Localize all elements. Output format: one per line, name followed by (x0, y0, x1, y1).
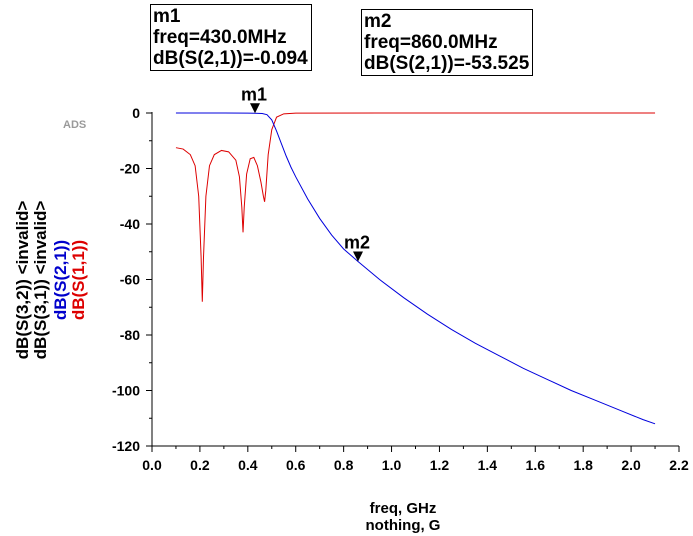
y-tick-label: -80 (120, 327, 140, 343)
y-axis-labels: dB(S(3,2)) <invalid> dB(S(3,1)) <invalid>… (13, 201, 88, 360)
y-tick-label: -40 (120, 216, 140, 232)
marker-m2-readout: m2 freq=860.0MHz dB(S(2,1))=-53.525 (361, 9, 534, 76)
y-axis-label: dB(S(2,1)) (51, 240, 70, 320)
x-tick-label: 0.6 (286, 457, 306, 473)
x-tick-label: 2.0 (621, 457, 641, 473)
x-tick-label: 0.2 (190, 457, 210, 473)
plot-markers: m1 m2 (241, 84, 370, 262)
x-axis-label-secondary: nothing, G (366, 517, 441, 534)
x-tick-label: 1.8 (573, 457, 593, 473)
series-line-db-s-1-1 (175, 112, 656, 302)
marker-m2-name: m2 (364, 11, 392, 32)
y-tick-label: -120 (112, 438, 140, 454)
x-tick-label: 0.8 (334, 457, 354, 473)
plot-series (175, 112, 656, 425)
marker-m1-label: m1 (241, 84, 267, 104)
y-tick-label: -60 (120, 272, 140, 288)
plot-axes (151, 112, 679, 447)
x-tick-label: 0.4 (238, 457, 258, 473)
y-tick-label: -20 (120, 161, 140, 177)
marker-m2-label: m2 (344, 233, 370, 253)
x-tick-label: 1.0 (382, 457, 402, 473)
marker-m1-triangle[interactable] (250, 103, 261, 114)
y-tick-label: 0 (132, 105, 140, 121)
marker-m2-value: dB(S(2,1))=-53.525 (364, 53, 530, 74)
x-tick-label: 1.6 (526, 457, 546, 473)
x-tick-label: 2.2 (669, 457, 689, 473)
ads-watermark: ADS (63, 119, 86, 131)
marker-m2-freq: freq=860.0MHz (364, 32, 498, 53)
series-line-db-s-2-1 (175, 112, 656, 425)
marker-m1-name: m1 (153, 6, 181, 27)
y-axis-ticks: 0 -20 -40 -60 -80 -100 -120 (112, 105, 152, 454)
x-tick-label: 1.2 (430, 457, 450, 473)
marker-m1-freq: freq=430.0MHz (153, 27, 287, 48)
x-axis-ticks: 0.0 0.2 0.4 0.6 0.8 1.0 1.2 1.4 1.6 1.8 2.0 2.2 (142, 446, 689, 473)
x-tick-label: 1.4 (478, 457, 498, 473)
y-tick-label: -100 (112, 383, 140, 399)
y-axis-label: dB(S(1,1)) (69, 240, 88, 320)
y-axis-label: dB(S(3,2)) <invalid> (13, 201, 32, 360)
marker-m1-value: dB(S(2,1))=-0.094 (153, 48, 308, 69)
x-tick-label: 0.0 (142, 457, 162, 473)
marker-m2-triangle[interactable] (353, 251, 364, 262)
x-axis-label: freq, GHz (370, 500, 437, 517)
y-axis-label: dB(S(3,1)) <invalid> (31, 201, 50, 360)
marker-m1-readout: m1 freq=430.0MHz dB(S(2,1))=-0.094 (150, 4, 312, 71)
